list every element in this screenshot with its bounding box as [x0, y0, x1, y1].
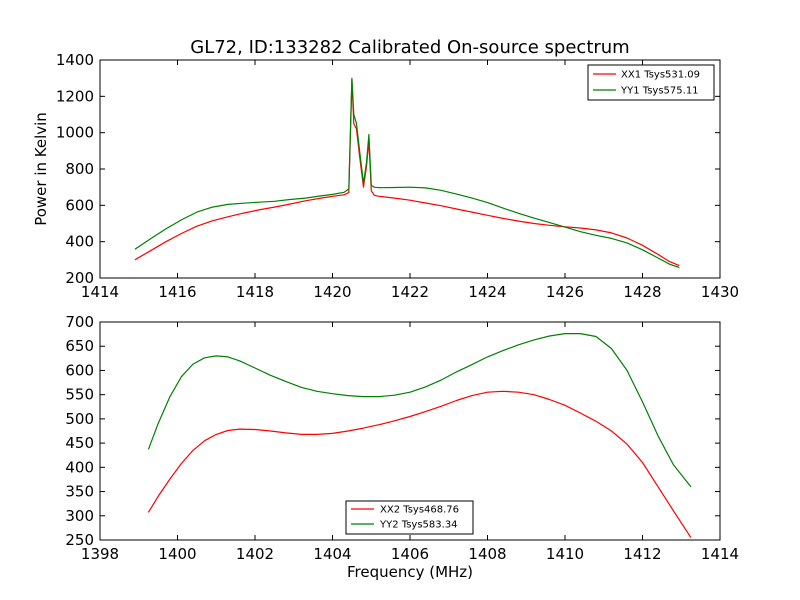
top-y-tick-label: 400: [65, 233, 94, 251]
top-legend-label-yy1: YY1 Tsys575.11: [620, 86, 699, 97]
bottom-y-tick-label: 700: [65, 313, 94, 331]
top-y-tick-label: 1200: [56, 87, 94, 105]
bottom-legend-box: [345, 500, 474, 535]
top-x-tick-label: 1420: [313, 283, 351, 301]
bottom-y-ticks: 250 300 350 400 450 500 550 600 650 700: [65, 313, 720, 549]
bottom-y-tick-label: 500: [65, 410, 94, 428]
bottom-y-tick-label: 300: [65, 507, 94, 525]
bottom-x-tick-label: 1406: [391, 545, 429, 563]
top-y-tick-label: 600: [65, 196, 94, 214]
top-x-ticks: 1414 1416 1418 1420 1422 1424 1426 1428 1430: [81, 60, 739, 301]
bottom-x-ticks: 1398 1400 1402 1404 1406 1408 1410 1412 1414: [81, 322, 739, 563]
bottom-y-tick-label: 250: [65, 531, 94, 549]
top-series-line-yy: [134, 77, 680, 269]
top-y-axis-label: Power in Kelvin: [32, 112, 50, 226]
top-series-lines: [134, 77, 680, 269]
top-plot: 1414 1416 1418 1420 1422 1424 1426 1428 1430 200…: [32, 51, 739, 301]
bottom-series-line-yy: [147, 333, 692, 488]
bottom-x-tick-label: 1412: [623, 545, 661, 563]
bottom-x-tick-label: 1400: [158, 545, 196, 563]
bottom-plot: 1398 1400 1402 1404 1406 1408 1410 1412 1414 250…: [65, 313, 739, 581]
bottom-series-lines: [147, 333, 692, 538]
bottom-y-tick-label: 550: [65, 386, 94, 404]
bottom-x-tick-label: 1410: [546, 545, 584, 563]
top-x-tick-label: 1414: [81, 283, 119, 301]
bottom-y-tick-label: 600: [65, 361, 94, 379]
top-y-tick-label: 800: [65, 160, 94, 178]
chart-title: GL72, ID:133282 Calibrated On-source spe…: [190, 37, 629, 58]
bottom-series-line-xx: [147, 390, 692, 538]
bottom-x-tick-label: 1408: [468, 545, 506, 563]
top-x-tick-label: 1426: [546, 283, 584, 301]
bottom-x-tick-label: 1414: [701, 545, 739, 563]
bottom-legend-label-xx2: XX2 Tsys468.76: [380, 505, 459, 516]
top-legend: XX1 Tsys531.09 YY1 Tsys575.11: [587, 64, 715, 101]
bottom-x-tick-label: 1398: [81, 545, 119, 563]
top-x-tick-label: 1418: [236, 283, 274, 301]
bottom-y-tick-label: 400: [65, 458, 94, 476]
top-x-tick-label: 1422: [391, 283, 429, 301]
bottom-x-tick-label: 1404: [313, 545, 351, 563]
bottom-x-tick-label: 1402: [236, 545, 274, 563]
bottom-legend-label-yy2: YY2 Tsys583.34: [379, 520, 458, 531]
top-legend-box: [587, 64, 715, 101]
top-y-tick-label: 200: [65, 269, 94, 287]
bottom-legend: XX2 Tsys468.76 YY2 Tsys583.34: [345, 500, 474, 535]
bottom-y-tick-label: 350: [65, 483, 94, 501]
bottom-x-axis-label: Frequency (MHz): [347, 563, 473, 581]
top-x-tick-label: 1424: [468, 283, 506, 301]
top-legend-label-xx1: XX1 Tsys531.09: [621, 70, 700, 81]
top-y-tick-label: 1000: [56, 124, 94, 142]
top-x-tick-label: 1416: [158, 283, 196, 301]
top-x-tick-label: 1430: [701, 283, 739, 301]
bottom-y-tick-label: 650: [65, 337, 94, 355]
top-y-ticks: 200 400 600 800 1000 1200 1400: [56, 51, 720, 287]
top-y-tick-label: 1400: [56, 51, 94, 69]
top-x-tick-label: 1428: [623, 283, 661, 301]
bottom-y-tick-label: 450: [65, 434, 94, 452]
